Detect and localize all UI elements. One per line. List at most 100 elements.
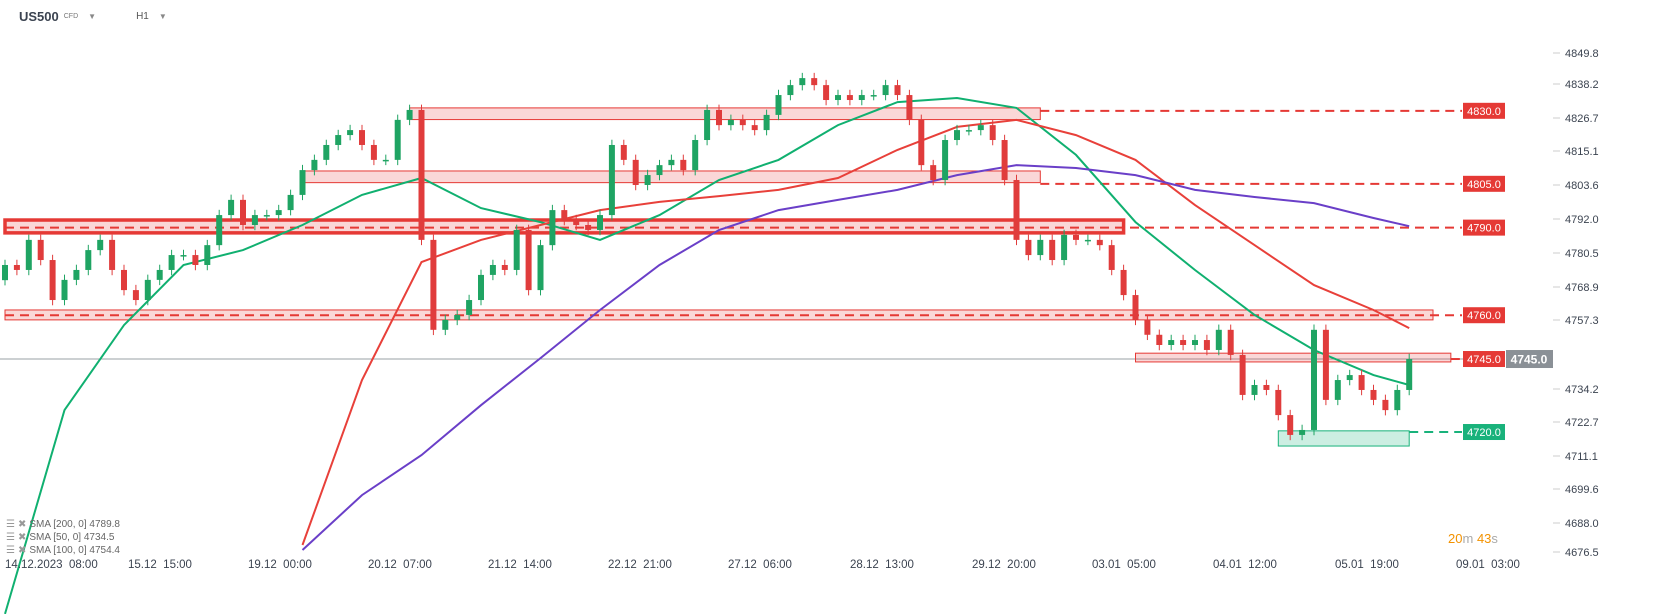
candle [466, 294, 473, 321]
candle [1108, 239, 1115, 276]
candle [1025, 234, 1032, 261]
candle [1334, 374, 1341, 406]
x-tick-label: 28.12 13:00 [850, 559, 914, 571]
x-tick-label: 14.12.2023 08:00 [5, 559, 98, 571]
candle-body [561, 210, 568, 221]
candle [965, 124, 972, 136]
settings-icon[interactable]: ☰ [6, 545, 15, 556]
candle-body [858, 95, 865, 101]
candle [739, 114, 746, 131]
candle-body [656, 165, 663, 176]
candle-body [1227, 329, 1234, 355]
candle-body [359, 130, 365, 145]
candle [1192, 334, 1198, 351]
candle [716, 104, 722, 131]
close-icon[interactable]: ✖ [17, 532, 27, 543]
candle [537, 239, 544, 296]
candle [275, 204, 282, 221]
candle-body [347, 130, 354, 136]
candle [775, 89, 782, 121]
candle [1311, 324, 1317, 436]
candle [359, 124, 365, 151]
legend-label: SMA [50, 0] 4734.5 [29, 532, 115, 543]
candle [97, 234, 104, 256]
candle-body [965, 130, 972, 132]
candle-body [668, 159, 675, 166]
symbol-dropdown-icon[interactable]: ▼ [88, 12, 97, 21]
candle [61, 274, 68, 306]
candle [823, 79, 830, 106]
candle [918, 114, 925, 171]
candle [811, 72, 818, 91]
candle [156, 264, 163, 286]
candle [858, 89, 865, 106]
candle-body [870, 95, 877, 97]
candle-body [1132, 295, 1139, 320]
candle [894, 79, 901, 101]
candle [1299, 424, 1306, 441]
candle-body [1156, 334, 1163, 345]
candle-body [751, 125, 758, 131]
sma-line-sma200 [301, 164, 1410, 551]
candle-body [37, 239, 44, 261]
level-price-tag [1463, 307, 1505, 324]
candle [644, 169, 651, 191]
candle-body [1180, 340, 1187, 345]
candle [370, 139, 377, 166]
timeframe-dropdown-icon[interactable]: ▼ [158, 12, 167, 21]
candle [323, 139, 330, 166]
candle-body [727, 119, 734, 126]
level-price-tag [1463, 175, 1505, 192]
candle [799, 72, 806, 91]
candle [954, 124, 960, 146]
candle-body [156, 269, 163, 280]
symbol-label[interactable]: US500 [19, 9, 59, 24]
candle-body [394, 119, 401, 160]
candle-body [632, 159, 639, 185]
candle-body [1061, 234, 1068, 261]
level-price-label: 4720.0 [1467, 427, 1501, 439]
y-tick-label: 4792.0 [1565, 214, 1599, 226]
candle-body [1073, 234, 1079, 240]
close-icon[interactable]: ✖ [17, 519, 27, 530]
candle [632, 154, 639, 191]
candle-body [85, 250, 92, 270]
timeframe-select[interactable]: H1 [136, 11, 149, 22]
candle-body [716, 109, 722, 126]
x-tick-label: 04.01 12:00 [1213, 559, 1277, 571]
candle [382, 154, 389, 166]
legend-sma100: ☰ ✖ SMA [100, 0] 4754.4 [6, 545, 120, 556]
candle-body [1096, 239, 1103, 246]
candle [1037, 234, 1044, 261]
candle [168, 249, 175, 276]
candle [870, 89, 877, 101]
candle [1168, 334, 1175, 351]
candle [132, 284, 139, 306]
candle [1049, 234, 1056, 266]
y-tick-label: 4780.5 [1565, 248, 1599, 260]
candle-body [1311, 329, 1317, 430]
candle-body [1084, 239, 1091, 242]
candle-body [311, 159, 318, 171]
candle-body [1108, 245, 1115, 270]
candle-body [168, 255, 175, 270]
candle-body [954, 130, 960, 141]
close-icon[interactable]: ✖ [17, 545, 27, 556]
candle-body [228, 199, 235, 216]
candle-body [287, 194, 294, 211]
candle-body [811, 78, 818, 86]
candle-body [1287, 415, 1294, 435]
candle [608, 139, 615, 221]
settings-icon[interactable]: ☰ [6, 532, 15, 543]
candle [1322, 324, 1329, 406]
y-tick-label: 4768.9 [1565, 282, 1599, 294]
candle [406, 104, 413, 126]
candle [846, 89, 853, 106]
settings-icon[interactable]: ☰ [6, 519, 15, 530]
candle [2, 259, 8, 286]
candle-body [489, 264, 496, 275]
candle [668, 154, 675, 171]
candle-body [1215, 329, 1222, 350]
candle [109, 234, 116, 276]
